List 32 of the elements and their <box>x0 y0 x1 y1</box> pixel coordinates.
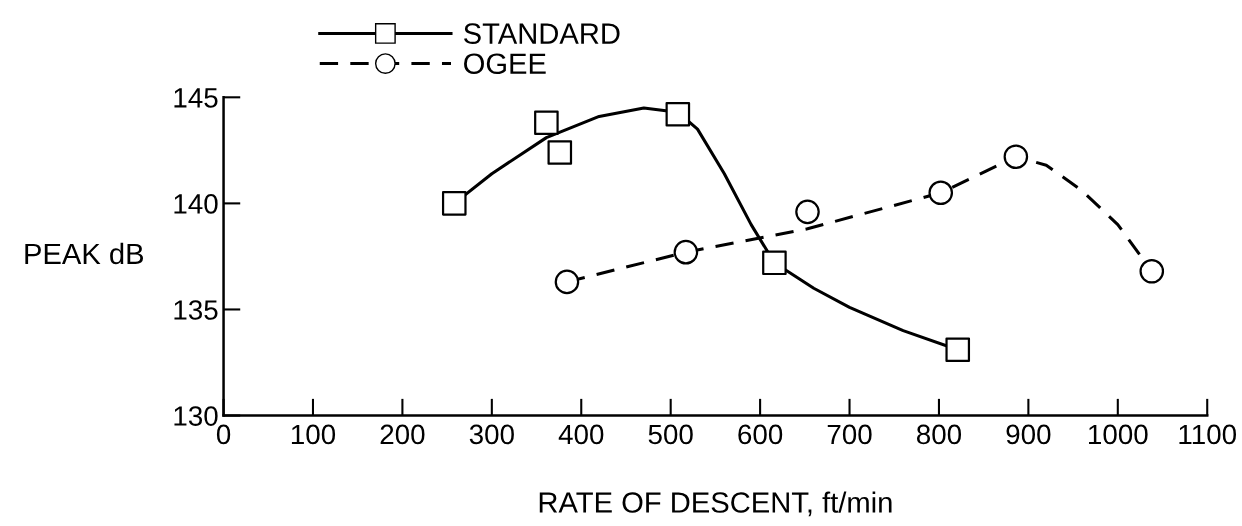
point <box>1139 258 1165 284</box>
x-tick-label: 200 <box>380 424 425 445</box>
x-tick-label: 400 <box>558 424 604 445</box>
point <box>441 191 467 216</box>
y-tick-label: 145 <box>174 88 218 108</box>
point <box>945 337 971 363</box>
point <box>547 140 573 165</box>
point <box>554 269 580 295</box>
point <box>673 239 699 265</box>
y-tick-label: 130 <box>174 406 218 426</box>
point <box>762 250 787 276</box>
y-tick-label: 140 <box>174 194 218 214</box>
x-tick-label: 300 <box>469 424 514 445</box>
x-tick-label: 700 <box>827 424 872 445</box>
x-tick-label: 900 <box>1006 424 1051 445</box>
x-tick-label: 0 <box>216 424 231 445</box>
point <box>795 199 820 225</box>
x-axis-title: RATE OF DESCENT, ft/min <box>539 491 892 517</box>
legend-label: OGEE <box>464 53 546 75</box>
x-tick-label: 1000 <box>1089 424 1148 445</box>
y-axis-title: PEAK dB <box>25 242 144 265</box>
x-tick-label: 100 <box>291 424 336 445</box>
point <box>534 110 559 136</box>
point <box>928 180 954 206</box>
x-tick-label: 500 <box>648 424 693 445</box>
x-tick-label: 1100 <box>1179 424 1237 445</box>
x-tick-label: 800 <box>916 424 962 445</box>
legend-label: STANDARD <box>464 23 620 44</box>
point <box>665 101 691 127</box>
x-tick-label: 600 <box>738 424 783 445</box>
point <box>1003 144 1029 170</box>
y-tick-label: 135 <box>174 300 218 320</box>
